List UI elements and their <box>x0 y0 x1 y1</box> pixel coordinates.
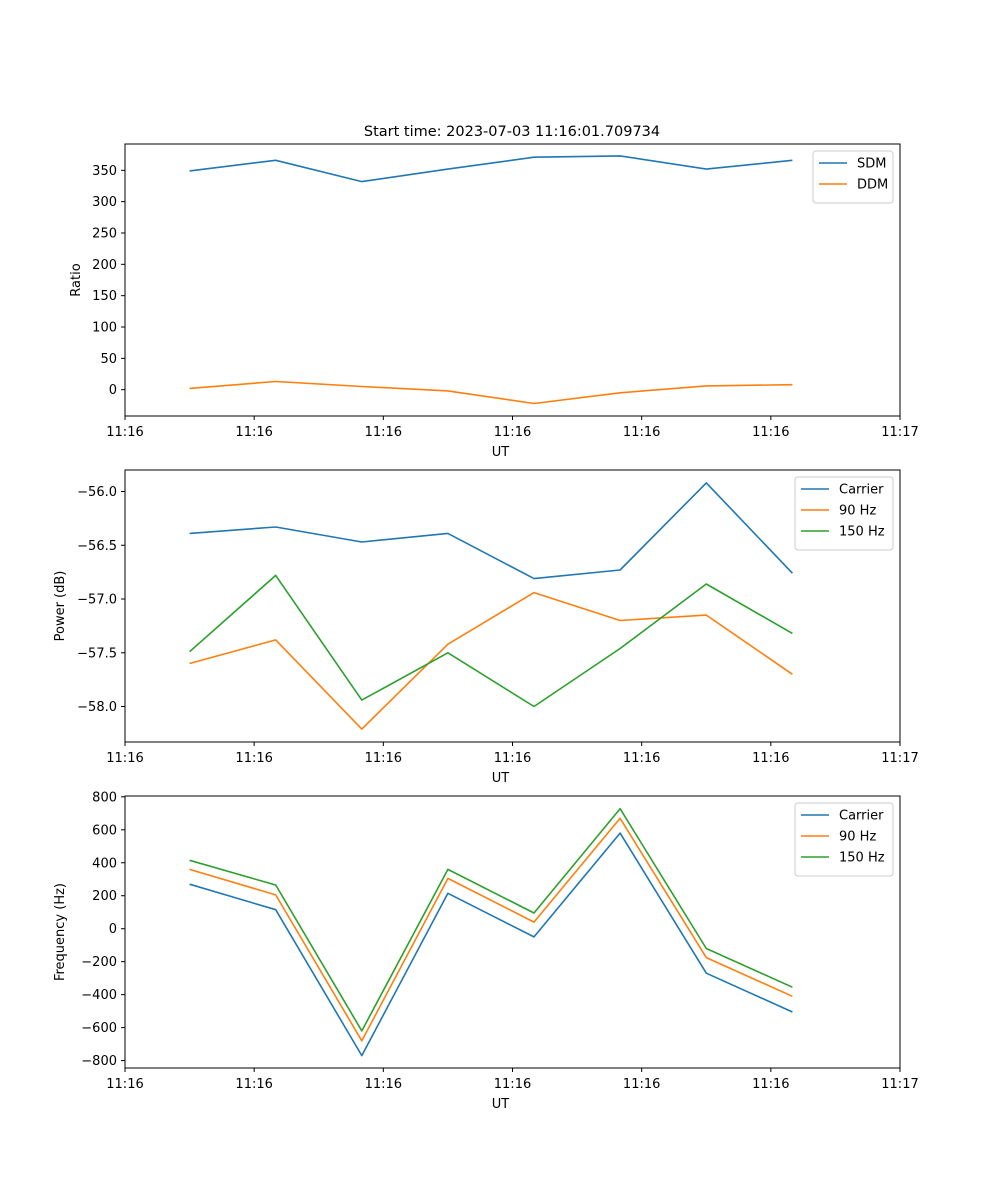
y-tick-label: 400 <box>92 856 117 871</box>
y-tick-label: −600 <box>81 1021 117 1036</box>
y-tick-label: 150 <box>92 289 117 304</box>
x-tick-label: 11:16 <box>235 1077 272 1092</box>
legend: Carrier 90 Hz 150 Hz <box>794 802 894 877</box>
legend-label: 150 Hz <box>839 525 885 540</box>
y-tick-label: 200 <box>92 258 117 273</box>
y-tick-label: −57.0 <box>77 593 117 608</box>
x-axis-label: UT <box>492 771 510 786</box>
x-tick-label: 11:16 <box>752 1077 789 1092</box>
legend-label: Carrier <box>839 809 884 824</box>
series-line-carrier <box>189 832 793 1057</box>
x-tick-label: 11:17 <box>881 751 918 766</box>
legend-label: 90 Hz <box>839 830 876 845</box>
x-tick-label: 11:16 <box>623 751 660 766</box>
series-line-carrier <box>189 482 793 580</box>
x-axis-label: UT <box>492 445 510 460</box>
legend-label: SDM <box>857 157 886 172</box>
chart-panel-1: 11:16 11:16 11:16 11:16 11:16 11:16 11:17 0 50 10… <box>69 143 919 460</box>
series-line-150-hz <box>189 807 793 1032</box>
y-tick-label: −58.0 <box>77 700 117 715</box>
charts-container: 11:16 11:16 11:16 11:16 11:16 11:16 11:17 0 50 10… <box>53 143 919 1112</box>
x-tick-label: 11:16 <box>106 1077 143 1092</box>
y-tick-label: 250 <box>92 226 117 241</box>
y-axis-label: Frequency (Hz) <box>53 883 68 981</box>
x-tick-label: 11:16 <box>623 425 660 440</box>
y-tick-label: 0 <box>109 383 117 398</box>
y-tick-label: −57.5 <box>77 646 117 661</box>
y-axis-label: Ratio <box>69 263 84 296</box>
figure-title: Start time: 2023-07-03 11:16:01.709734 <box>364 124 660 140</box>
y-tick-label: −56.0 <box>77 485 117 500</box>
chart-panel-2: 11:16 11:16 11:16 11:16 11:16 11:16 11:17 −56.0… <box>53 469 919 786</box>
x-tick-label: 11:16 <box>623 1077 660 1092</box>
legend-label: 90 Hz <box>839 504 876 519</box>
legend-box <box>812 150 894 204</box>
legend-label: Carrier <box>839 483 884 498</box>
legend: Carrier 90 Hz 150 Hz <box>794 476 894 551</box>
x-tick-label: 11:17 <box>881 1077 918 1092</box>
x-tick-label: 11:16 <box>494 1077 531 1092</box>
series-line-90-hz <box>189 817 793 1042</box>
y-axis-label: Power (dB) <box>53 571 68 642</box>
y-tick-label: 600 <box>92 823 117 838</box>
series-line-ddm <box>189 380 793 405</box>
x-tick-label: 11:16 <box>365 1077 402 1092</box>
x-tick-label: 11:16 <box>752 751 789 766</box>
x-tick-label: 11:16 <box>752 425 789 440</box>
y-tick-label: 350 <box>92 164 117 179</box>
x-tick-label: 11:16 <box>494 751 531 766</box>
y-tick-label: 200 <box>92 889 117 904</box>
x-tick-label: 11:17 <box>881 425 918 440</box>
series-line-90-hz <box>189 591 793 730</box>
series-line-sdm <box>189 155 793 183</box>
legend: SDM DDM <box>812 150 894 204</box>
x-tick-label: 11:16 <box>106 425 143 440</box>
y-tick-label: 800 <box>92 790 117 805</box>
x-tick-label: 11:16 <box>106 751 143 766</box>
x-tick-label: 11:16 <box>365 425 402 440</box>
y-tick-label: 0 <box>109 922 117 937</box>
x-axis-label: UT <box>492 1097 510 1112</box>
y-tick-label: 100 <box>92 321 117 336</box>
y-tick-label: −400 <box>81 988 117 1003</box>
y-tick-label: −200 <box>81 955 117 970</box>
y-tick-label: 50 <box>100 352 117 367</box>
x-tick-label: 11:16 <box>235 425 272 440</box>
legend-label: DDM <box>857 178 888 193</box>
legend-label: 150 Hz <box>839 851 885 866</box>
y-tick-label: −56.5 <box>77 539 117 554</box>
series-line-150-hz <box>189 574 793 708</box>
x-tick-label: 11:16 <box>494 425 531 440</box>
x-tick-label: 11:16 <box>365 751 402 766</box>
y-tick-label: 300 <box>92 195 117 210</box>
chart-panel-3: 11:16 11:16 11:16 11:16 11:16 11:16 11:17 800 60… <box>53 790 919 1112</box>
x-tick-label: 11:16 <box>235 751 272 766</box>
y-tick-label: −800 <box>81 1054 117 1069</box>
